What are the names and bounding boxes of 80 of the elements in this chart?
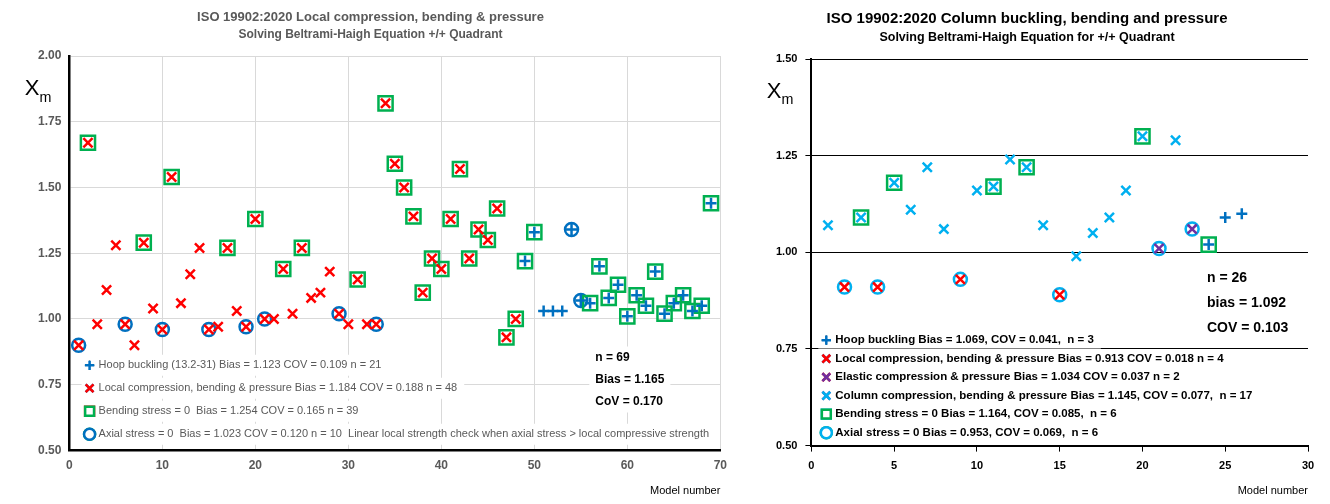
point [1037, 219, 1049, 232]
y-tick-label: 0.50 [38, 442, 62, 457]
x-tick-label: 5 [891, 459, 898, 472]
point [822, 219, 834, 232]
y-tick-label: 2.00 [38, 48, 62, 63]
point [193, 242, 206, 254]
chart-title: ISO 19902:2020 Local compression, bending & pressure [197, 9, 544, 25]
point [904, 203, 917, 216]
x-tick-label: 25 [1219, 459, 1232, 472]
x-tick-label: 10 [155, 457, 170, 472]
y-tick-label: 1.00 [38, 311, 62, 326]
y-tick-label: 0.50 [775, 438, 798, 451]
annotation: n = 69 [595, 349, 631, 364]
point [305, 292, 317, 304]
point [100, 284, 113, 296]
annotation: CoV = 0.170 [595, 393, 664, 408]
annotation: bias = 1.092 [1207, 294, 1287, 311]
y-tick-label: 1.00 [775, 245, 798, 258]
point [212, 320, 224, 333]
y-tick-label: 1.25 [775, 148, 798, 161]
annotation: n = 26 [1207, 269, 1248, 286]
legend-label: Axial stress = 0 Bias = 1.023 COV = 0.120 n = 10 Linear local strength check when axial stress > local compressive strength [98, 427, 710, 440]
point [147, 302, 159, 315]
point [175, 297, 187, 309]
y-tick-label: 0.75 [38, 376, 62, 391]
point [921, 161, 934, 174]
annotation: Bias = 1.165 [595, 371, 665, 386]
legend-label: Elastic compression & pressure Bias = 1.034 COV = 0.037 n = 2 [835, 370, 1180, 383]
y-tick-label: 1.50 [38, 179, 62, 194]
point [971, 184, 983, 197]
x-tick-label: 30 [341, 457, 356, 472]
point [361, 318, 373, 331]
point [128, 339, 141, 352]
point [1235, 206, 1249, 221]
legend-label: Hoop buckling (13.2-31) Bias = 1.123 COV = 0.109 n = 21 [98, 358, 382, 371]
y-tick-label: 1.50 [775, 52, 798, 65]
x-tick-label: 50 [527, 457, 542, 472]
legend-label: Bending stress = 0 Bias = 1.254 COV = 0.165 n = 39 [98, 404, 359, 417]
point [1004, 153, 1016, 166]
chart-subtitle: Solving Beltrami-Haigh Equation +/+ Quadrant [238, 27, 503, 42]
point [286, 307, 299, 320]
point [230, 305, 243, 317]
point [1086, 227, 1099, 239]
x-tick-label: 20 [248, 457, 263, 472]
point [268, 313, 280, 325]
legend-label: Hoop buckling Bias = 1.069, COV = 0.041, n = 3 [835, 333, 1094, 346]
x-tick-label: 30 [1301, 459, 1315, 472]
x-axis-title: Model number [650, 484, 721, 497]
point [1169, 134, 1182, 147]
legend-label: Axial stress = 0 Bias = 0.953, COV = 0.069, n = 6 [835, 425, 1099, 438]
point [323, 265, 336, 278]
chart-title: ISO 19902:2020 Column buckling, bending and pressure [826, 9, 1228, 27]
x-tick-label: 20 [1136, 459, 1149, 472]
point [184, 268, 197, 281]
point [1120, 184, 1132, 197]
point [937, 223, 950, 235]
legend-label: Local compression, bending & pressure Bias = 0.913 COV = 0.018 n = 4 [835, 351, 1225, 364]
y-tick-label: 0.75 [775, 341, 798, 354]
y-tick-label: 1.75 [38, 114, 62, 129]
point [342, 318, 355, 331]
point [1218, 210, 1232, 225]
x-tick-label: 15 [1053, 459, 1066, 472]
legend-label: Column compression, bending & pressure Bias = 1.145, COV = 0.077, n = 17 [835, 388, 1253, 401]
point [1070, 250, 1083, 263]
point [110, 239, 122, 252]
y-tick-label: 1.25 [38, 245, 62, 260]
x-tick-label: 10 [970, 459, 984, 472]
legend-label: Bending stress = 0 Bias = 1.164, COV = 0.085, n = 6 [835, 407, 1117, 420]
x-tick-label: 0 [808, 459, 815, 472]
x-axis-title: Model number [1237, 484, 1309, 497]
x-tick-label: 70 [713, 457, 728, 472]
point [91, 318, 104, 331]
legend-label: Local compression, bending & pressure Bias = 1.184 COV = 0.188 n = 48 [98, 381, 458, 394]
point [1103, 211, 1116, 224]
x-tick-label: 0 [66, 457, 74, 472]
annotation: COV = 0.103 [1207, 319, 1289, 336]
chart-subtitle: Solving Beltrami-Haigh Equation for +/+ Quadrant [879, 29, 1176, 44]
x-tick-label: 60 [620, 457, 635, 472]
point [314, 286, 327, 299]
x-tick-label: 40 [434, 457, 449, 472]
